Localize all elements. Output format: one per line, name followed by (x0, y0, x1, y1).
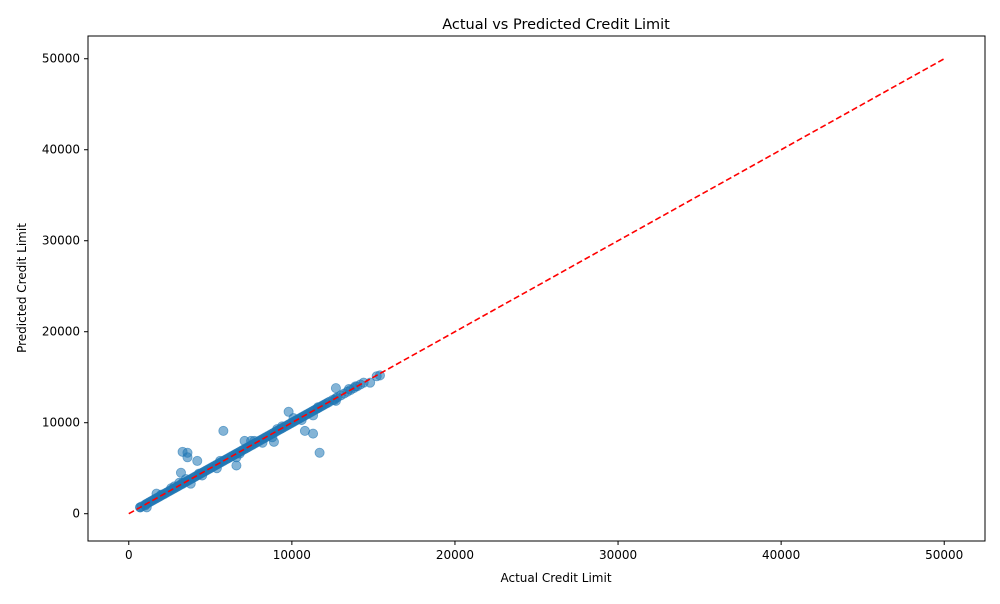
data-point (175, 467, 186, 478)
data-point (239, 435, 250, 446)
x-axis: 0 10000 20000 30000 40000 50000 (125, 541, 963, 562)
y-tick-label: 20000 (42, 325, 80, 339)
y-axis: 0 10000 20000 30000 40000 50000 (42, 52, 88, 521)
data-point (182, 447, 193, 458)
x-tick-label: 20000 (436, 548, 474, 562)
plot-frame (87, 35, 986, 542)
x-tick-label: 30000 (599, 548, 637, 562)
y-tick-label: 10000 (42, 416, 80, 430)
data-point (308, 428, 319, 439)
data-point (283, 406, 294, 417)
x-tick-label: 0 (125, 548, 133, 562)
plot-area (87, 35, 986, 542)
x-axis-title: Actual Credit Limit (500, 571, 611, 585)
data-point (257, 437, 268, 448)
x-tick-label: 40000 (762, 548, 800, 562)
data-point (218, 425, 229, 436)
data-point (330, 383, 341, 394)
x-tick-label: 10000 (273, 548, 311, 562)
data-point (268, 436, 279, 447)
data-point (141, 502, 152, 513)
data-point (231, 460, 242, 471)
reference-line (128, 58, 945, 515)
y-tick-label: 40000 (42, 143, 80, 157)
y-tick-label: 50000 (42, 52, 80, 66)
y-tick-label: 0 (72, 507, 80, 521)
data-point (314, 447, 325, 458)
chart-title: Actual vs Predicted Credit Limit (442, 17, 670, 33)
data-point (192, 455, 203, 466)
y-tick-label: 30000 (42, 234, 80, 248)
x-tick-label: 50000 (925, 548, 963, 562)
y-axis-title: Predicted Credit Limit (15, 223, 29, 353)
